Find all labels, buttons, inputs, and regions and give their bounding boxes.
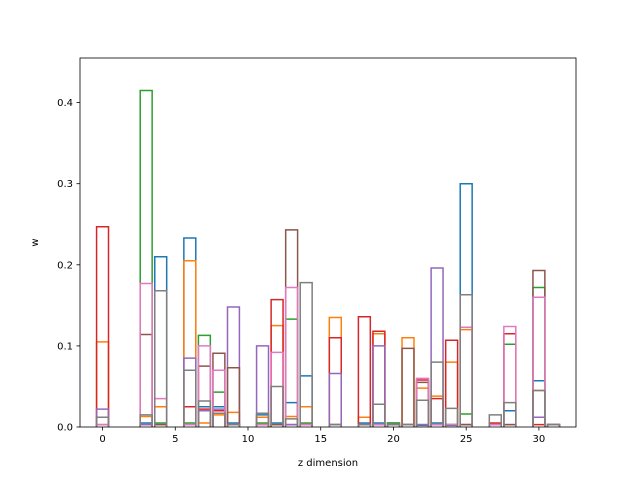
y-tick-label: 0.1 [57, 341, 73, 352]
plot-frame [79, 57, 577, 428]
x-tick-label: 10 [242, 434, 255, 445]
x-tick-label: 25 [460, 434, 473, 445]
y-tick-label: 0.3 [57, 179, 73, 190]
plot-series [95, 89, 561, 427]
x-tick-label: 0 [99, 434, 105, 445]
y-axis: 0.0 0.1 0.2 0.3 0.4 [57, 98, 80, 434]
y-axis-label: w [30, 238, 41, 246]
y-tick-label: 0.2 [57, 260, 73, 271]
x-tick-label: 20 [387, 434, 400, 445]
y-tick-label: 0.4 [57, 98, 73, 109]
x-tick-label: 5 [172, 434, 178, 445]
x-axis-label: z dimension [298, 458, 358, 469]
x-tick-label: 30 [533, 434, 546, 445]
x-tick-label: 15 [314, 434, 327, 445]
y-tick-label: 0.0 [57, 423, 73, 434]
x-axis: 0 5 10 15 20 25 30 [99, 427, 545, 445]
series-8-step-histogram [95, 281, 561, 427]
series-7-step-histogram [95, 282, 561, 427]
